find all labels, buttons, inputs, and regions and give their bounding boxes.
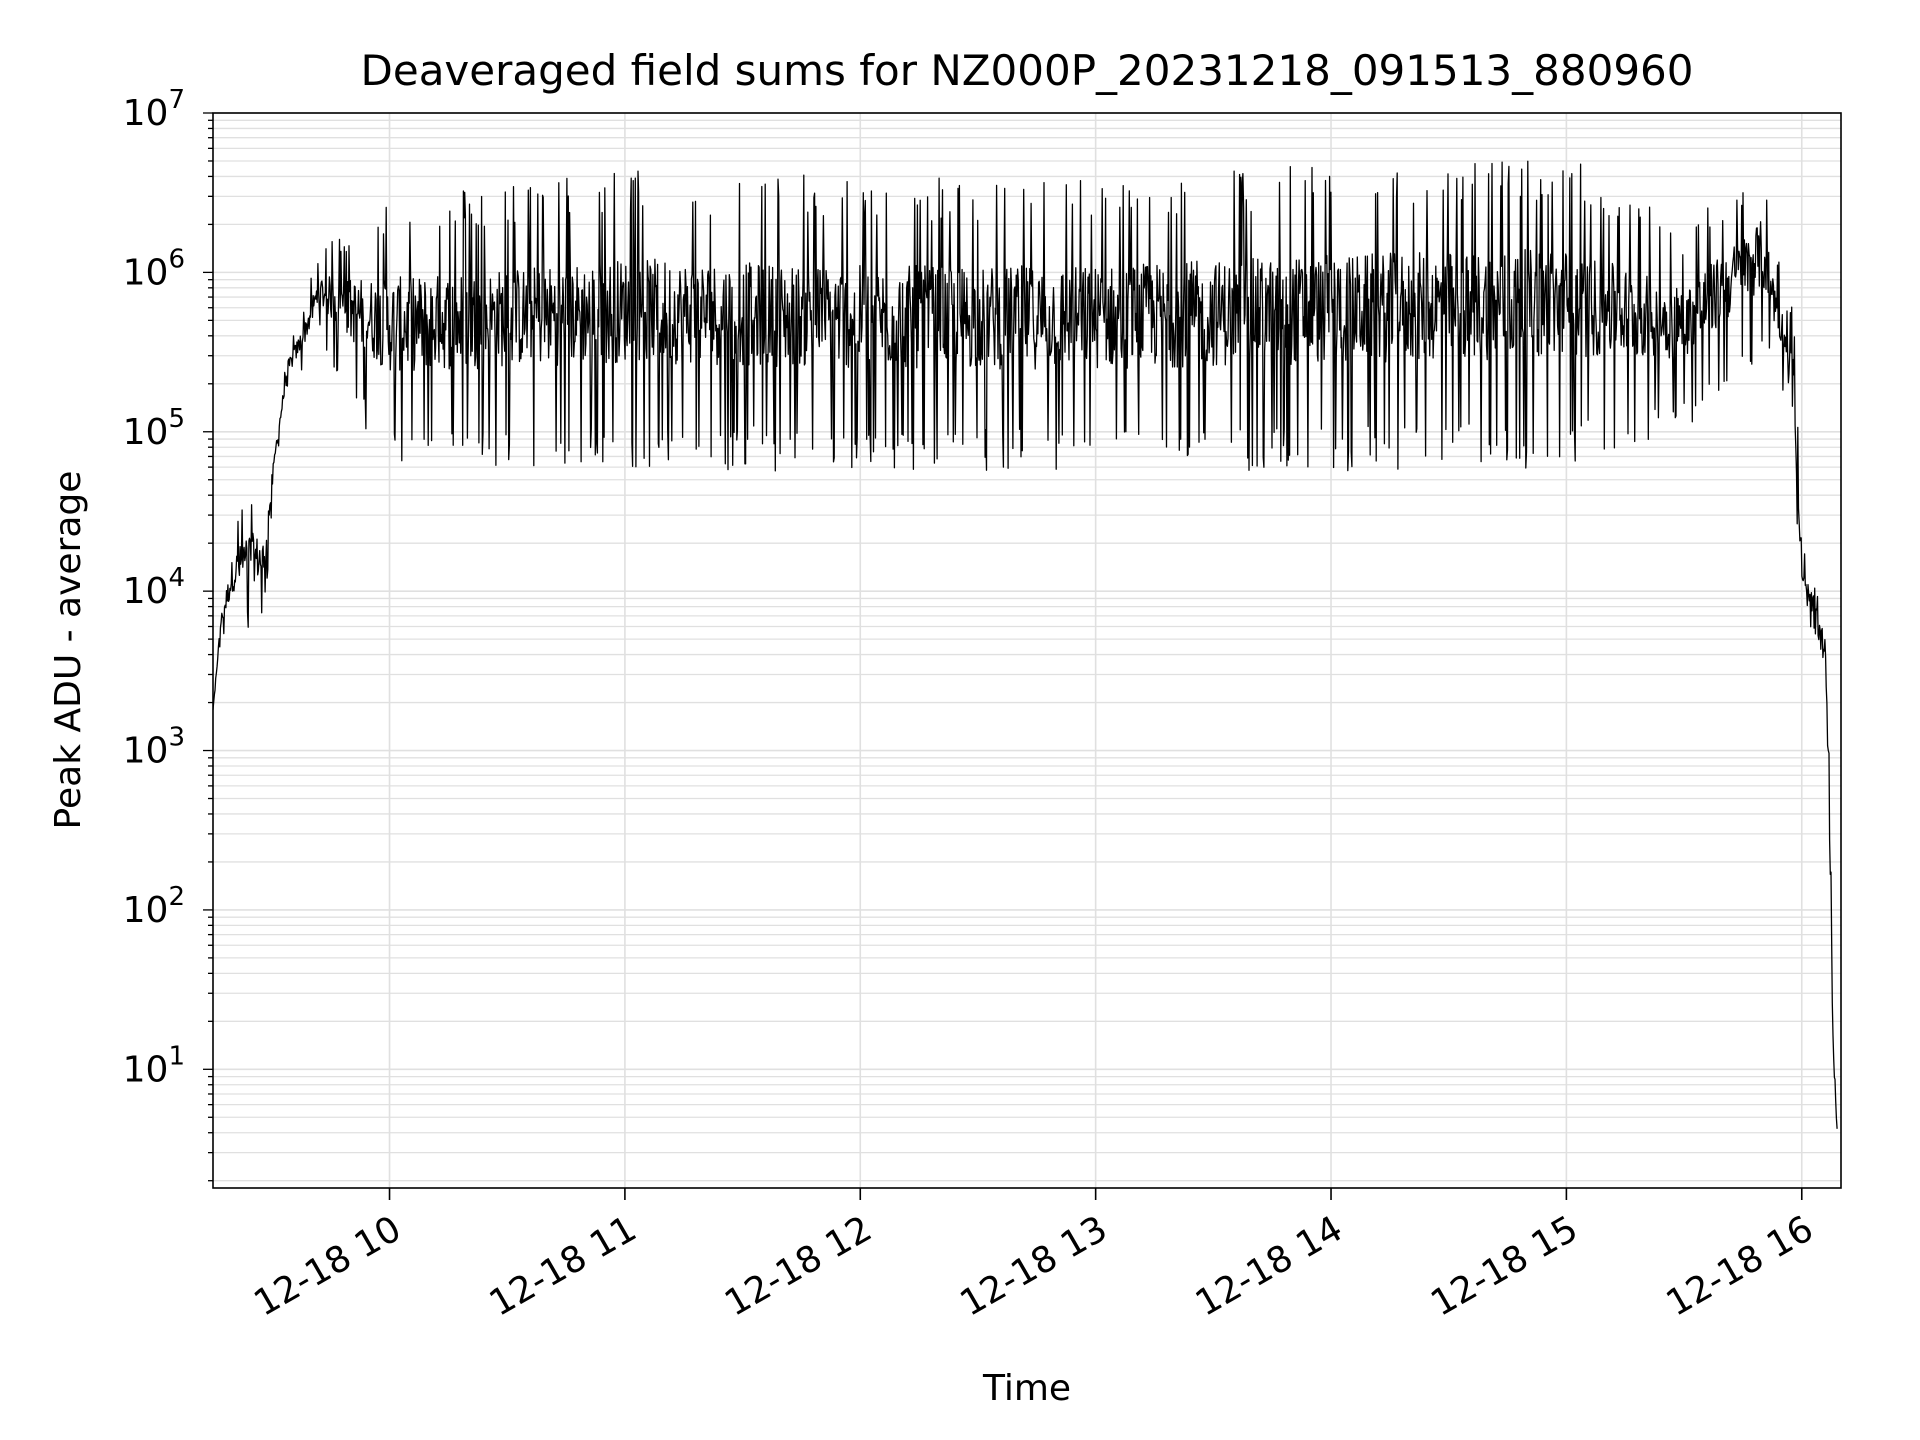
y-tick-label: 101 — [123, 1041, 185, 1090]
y-tick-label: 102 — [123, 882, 185, 931]
y-tick-label: 105 — [123, 404, 185, 453]
y-tick-label: 106 — [123, 244, 185, 293]
y-axis-label: Peak ADU - average — [48, 471, 89, 830]
grid — [213, 112, 1841, 1188]
y-axis: 101 102 103 104 105 106 107 — [123, 85, 213, 1182]
series-line — [212, 160, 1838, 1129]
y-tick-label: 103 — [123, 723, 185, 772]
y-tick-label: 107 — [123, 85, 185, 134]
plot-frame — [212, 112, 1842, 1189]
y-tick-label: 104 — [123, 563, 185, 612]
chart-title: Deaveraged field sums for NZ000P_2023121… — [361, 46, 1694, 95]
x-axis-label: Time — [982, 1368, 1071, 1409]
